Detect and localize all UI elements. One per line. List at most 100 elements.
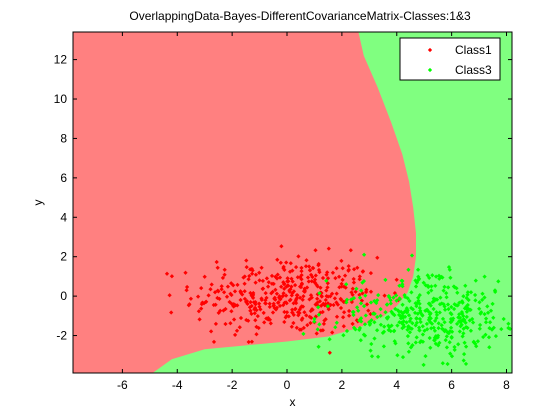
class1-point (339, 284, 344, 289)
class1-point (338, 305, 344, 311)
class3-point (334, 320, 339, 325)
class3-point (351, 325, 357, 330)
class1-point (274, 291, 280, 296)
class3-point (459, 299, 465, 304)
class1-point (269, 281, 275, 286)
class1-point (279, 244, 284, 249)
class1-point (227, 299, 232, 305)
class1-point (350, 321, 355, 327)
class3-point (483, 332, 488, 337)
class3-point (448, 351, 453, 356)
class3-point (485, 310, 491, 315)
class3-point (394, 298, 399, 303)
class3-point (316, 312, 322, 317)
class3-point (363, 293, 368, 298)
class3-point (363, 313, 368, 318)
class3-point (442, 284, 447, 290)
class3-point (406, 349, 412, 354)
class1-point (280, 294, 285, 299)
class3-point (408, 325, 413, 331)
class1-point (264, 276, 270, 281)
class1-point (350, 292, 355, 297)
class1-point (324, 293, 329, 299)
class3-point (413, 340, 418, 345)
class3-point (454, 321, 460, 327)
class1-point (339, 258, 344, 264)
class3-point (456, 342, 461, 347)
class1-point (277, 275, 283, 280)
class1-point (346, 263, 351, 269)
class1-point (249, 293, 254, 298)
class3-point (507, 326, 513, 332)
class1-point (321, 301, 326, 306)
class1-point (348, 248, 353, 253)
class1-point (296, 254, 301, 259)
class3-point (410, 321, 415, 326)
class1-point (299, 281, 305, 286)
class1-point (218, 308, 223, 313)
y-tick-label: 10 (54, 92, 68, 106)
class1-point (232, 332, 238, 338)
class1-point (284, 284, 289, 289)
class1-point (366, 308, 371, 313)
class1-point (351, 280, 357, 285)
class3-point (400, 302, 405, 307)
class1-point (304, 313, 309, 318)
class3-point (405, 327, 410, 332)
class1-point (195, 294, 201, 299)
class3-point (501, 316, 506, 322)
class3-point (358, 301, 364, 306)
class1-point (315, 296, 320, 301)
class1-point (320, 275, 326, 281)
class1-point (281, 282, 287, 287)
class3-point (471, 340, 476, 345)
class3-point (372, 298, 377, 304)
class1-point (368, 311, 373, 317)
class3-point (482, 311, 487, 317)
class3-point (432, 328, 438, 333)
class1-point (266, 317, 271, 322)
class3-point (405, 333, 411, 339)
class3-point (357, 327, 362, 333)
class3-point (357, 318, 362, 323)
class3-point (477, 300, 482, 305)
class1-point (278, 296, 283, 301)
class1-point (242, 289, 247, 294)
class3-point (324, 278, 329, 283)
class1-point (334, 266, 339, 271)
class1-point (222, 267, 227, 272)
class3-point (474, 344, 479, 349)
x-tick-label: -6 (117, 378, 128, 392)
class1-point (298, 284, 304, 290)
class1-point (295, 275, 300, 280)
class3-point (350, 309, 356, 315)
class3-point (369, 317, 374, 323)
class1-point (301, 294, 306, 299)
class3-point (416, 295, 421, 300)
class1-point (330, 270, 336, 275)
class1-point (229, 309, 234, 314)
class1-point (284, 310, 290, 315)
class1-point (320, 328, 326, 333)
class3-point (420, 332, 426, 337)
class1-point (263, 298, 268, 303)
class3-point (356, 308, 361, 313)
class1-point (229, 281, 234, 286)
class3-point (455, 303, 460, 308)
class1-point (206, 293, 211, 298)
class3-point (421, 280, 426, 285)
class3-point (437, 310, 442, 315)
class1-point (273, 274, 278, 279)
class3-point (493, 333, 499, 339)
class3-point (361, 303, 367, 309)
class3-point (375, 314, 380, 320)
class3-point (449, 354, 455, 359)
class3-point (455, 290, 460, 295)
x-tick-label: -4 (172, 378, 183, 392)
class3-point (372, 320, 377, 325)
class3-point (485, 304, 490, 309)
class3-point (359, 288, 364, 293)
class3-point (425, 327, 430, 332)
class1-point (313, 273, 318, 278)
class3-point (420, 313, 425, 318)
